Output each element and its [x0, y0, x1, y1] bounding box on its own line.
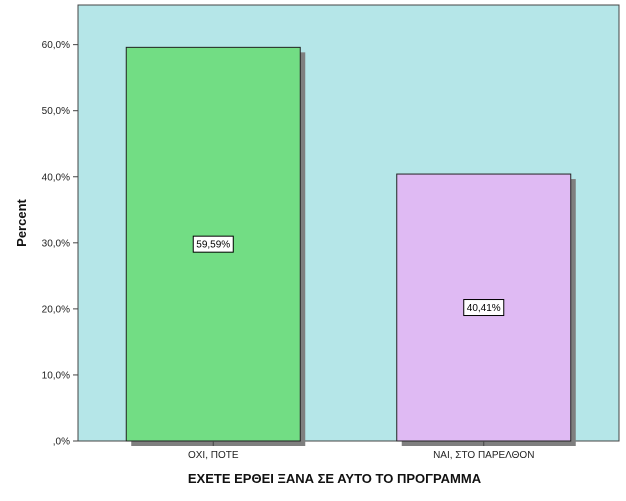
y-axis: ,0% 10,0% 20,0% 30,0% 40,0% 50,0% 60,0%: [42, 40, 78, 448]
bars-group: 59,59% 40,41%: [125, 46, 576, 447]
y-axis-title: Percent: [14, 198, 29, 246]
x-axis-title: ΕΧΕΤΕ ΕΡΘΕΙ ΞΑΝΑ ΣΕ ΑΥΤΟ ΤΟ ΠΡΟΓΡΑΜΜΑ: [188, 471, 482, 486]
y-tick-label: 30,0%: [42, 238, 70, 249]
y-tick-label: 50,0%: [42, 106, 70, 117]
data-label-text: 59,59%: [196, 240, 230, 251]
y-tick-label: 20,0%: [42, 304, 70, 315]
data-label-box: [463, 299, 505, 317]
x-axis: ΟΧΙ, ΠΟΤΕ ΝΑΙ, ΣΤΟ ΠΑΡΕΛΘΟΝ: [188, 441, 534, 461]
x-tick-label: ΝΑΙ, ΣΤΟ ΠΑΡΕΛΘΟΝ: [433, 450, 534, 461]
data-label-text: 40,41%: [467, 303, 501, 314]
data-label: 59,59%: [192, 235, 234, 253]
x-tick-label: ΟΧΙ, ΠΟΤΕ: [188, 450, 239, 461]
y-tick-label: ,0%: [53, 437, 70, 448]
y-tick-label: 40,0%: [42, 172, 70, 183]
y-tick-label: 60,0%: [42, 40, 70, 51]
y-tick-label: 10,0%: [42, 370, 70, 381]
data-label: 40,41%: [463, 299, 505, 317]
data-label-box: [192, 235, 234, 253]
